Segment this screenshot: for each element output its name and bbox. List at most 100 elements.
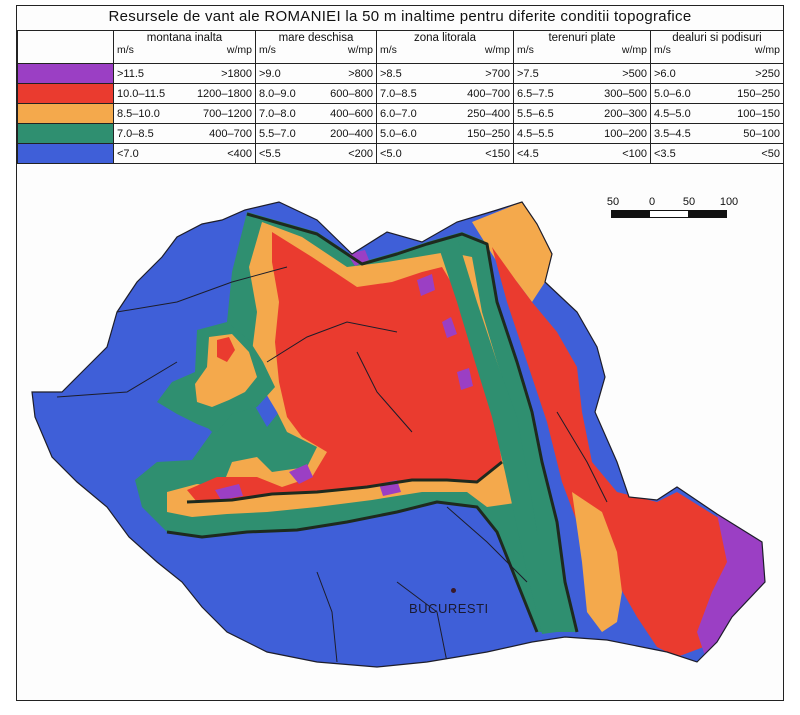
scale-tick-label: 100 (719, 196, 739, 208)
legend-cell: 4.5–5.5 100–200 (513, 123, 651, 144)
legend-power-value: >1800 (221, 67, 252, 80)
bucuresti-label: BUCURESTI (409, 601, 489, 616)
legend-header-row: montana inalta m/s w/mp mare deschisa m/s w/m… (17, 30, 784, 64)
legend-cell: >11.5 >1800 (113, 63, 256, 84)
legend-power-value: >800 (348, 67, 373, 80)
map-frame: Resursele de vant ale ROMANIEI la 50 m i… (16, 5, 784, 701)
legend-cell: >7.5 >500 (513, 63, 651, 84)
legend-speed-value: <5.5 (259, 147, 281, 160)
summit-purple-5 (289, 464, 313, 484)
legend-row: 7.0–8.5 400–700 5.5–7.0 200–400 5.0–6.0 150–2… (17, 123, 784, 144)
legend-speed-value: 7.0–8.0 (259, 107, 296, 120)
river-line-2 (56, 361, 178, 398)
scale-bar-segments (611, 210, 727, 218)
legend-power-value: <400 (227, 147, 252, 160)
legend-column-units: m/s w/mp (517, 44, 647, 56)
legend-power-value: 250–400 (467, 107, 510, 120)
zone-boundary-outer (246, 212, 579, 633)
legend-speed-value: >8.5 (380, 67, 402, 80)
scale-segment (688, 211, 726, 217)
summit-purple-6 (215, 484, 243, 500)
legend-power-value: 700–1200 (203, 107, 252, 120)
legend-power-value: 100–150 (737, 107, 780, 120)
legend-column-header: dealuri si podisuri m/s w/mp (650, 30, 784, 64)
legend-speed-value: <5.0 (380, 147, 402, 160)
river-line-4 (396, 581, 448, 663)
river-line-6 (266, 321, 398, 363)
legend-cell: 7.0–8.5 400–700 (113, 123, 256, 144)
romania-wind-map (31, 201, 766, 668)
bucuresti-marker (451, 588, 456, 593)
zone-boundary-inner (166, 500, 539, 633)
legend-column-units: m/s w/mp (117, 44, 252, 56)
legend-cell: <5.0 <150 (376, 143, 514, 164)
coast-purple-zone (697, 514, 765, 662)
legend-speed-value: 6.0–7.0 (380, 107, 417, 120)
legend-unit-speed: m/s (380, 44, 397, 56)
legend-power-value: 100–200 (604, 127, 647, 140)
east-green-valley (437, 237, 557, 634)
legend-cell: 5.5–7.0 200–400 (255, 123, 377, 144)
legend-power-value: 200–400 (330, 127, 373, 140)
legend-cell: <7.0 <400 (113, 143, 256, 164)
legend-speed-value: >9.0 (259, 67, 281, 80)
legend-speed-value: >11.5 (117, 67, 145, 80)
legend-column-name: montana inalta (146, 32, 223, 44)
legend-cell: >8.5 >700 (376, 63, 514, 84)
summit-purple-3 (442, 317, 457, 338)
legend-power-value: <100 (622, 147, 647, 160)
river-line-8 (556, 411, 608, 503)
legend-header-blank (17, 30, 114, 64)
legend-power-value: 150–250 (737, 87, 780, 100)
legend-column-header: mare deschisa m/s w/mp (255, 30, 377, 64)
legend-column-units: m/s w/mp (259, 44, 373, 56)
legend-cell: <4.5 <100 (513, 143, 651, 164)
east-red-zone (492, 247, 757, 657)
legend-column-header: terenuri plate m/s w/mp (513, 30, 651, 64)
legend-power-value: >250 (755, 67, 780, 80)
legend-unit-power: w/mp (226, 44, 252, 56)
legend-power-value: 50–100 (743, 127, 780, 140)
legend-unit-speed: m/s (517, 44, 534, 56)
apuseni-orange-zone (195, 334, 257, 407)
east-orange-strip (572, 492, 622, 632)
apuseni-red-peak (217, 337, 235, 362)
legend-cell: 5.0–6.0 150–250 (376, 123, 514, 144)
river-line-1 (116, 266, 288, 313)
legend-cell: 5.5–6.5 200–300 (513, 103, 651, 124)
legend-unit-power: w/mp (621, 44, 647, 56)
country-outline (31, 201, 766, 668)
legend-cell: 8.0–9.0 600–800 (255, 83, 377, 104)
legend-power-value: <150 (485, 147, 510, 160)
legend-speed-value: 10.0–11.5 (117, 87, 166, 100)
legend-cell: 6.5–7.5 300–500 (513, 83, 651, 104)
zone-boundary-core (186, 460, 503, 504)
legend-row: >11.5 >1800 >9.0 >800 >8.5 >700 >7.5 >500 >6.0 >2… (17, 63, 784, 84)
legend-speed-value: 3.5–4.5 (654, 127, 691, 140)
legend-cell: <3.5 <50 (650, 143, 784, 164)
legend-speed-value: 8.0–9.0 (259, 87, 296, 100)
legend-power-value: 150–250 (467, 127, 510, 140)
river-line-5 (446, 506, 528, 583)
legend-cell: 5.0–6.0 150–250 (650, 83, 784, 104)
legend-color-swatch (17, 63, 114, 84)
legend-column-units: m/s w/mp (654, 44, 780, 56)
legend-column-header: zona litorala m/s w/mp (376, 30, 514, 64)
legend-unit-power: w/mp (754, 44, 780, 56)
legend-power-value: 600–800 (330, 87, 373, 100)
scale-tick-label: 50 (682, 196, 696, 208)
legend-column-name: dealuri si podisuri (672, 32, 762, 44)
legend-power-value: 200–300 (604, 107, 647, 120)
scale-tick-label: 50 (606, 196, 620, 208)
legend-speed-value: 5.5–6.5 (517, 107, 554, 120)
legend-unit-speed: m/s (654, 44, 671, 56)
legend-cell: 8.5–10.0 700–1200 (113, 103, 256, 124)
legend-cell: 3.5–4.5 50–100 (650, 123, 784, 144)
legend-speed-value: 4.5–5.0 (654, 107, 691, 120)
east-orange-zone (472, 202, 552, 302)
scale-segment (612, 211, 650, 217)
legend-cell: <5.5 <200 (255, 143, 377, 164)
legend-speed-value: 5.5–7.0 (259, 127, 296, 140)
map-title: Resursele de vant ale ROMANIEI la 50 m i… (108, 8, 692, 25)
legend-power-value: >500 (622, 67, 647, 80)
